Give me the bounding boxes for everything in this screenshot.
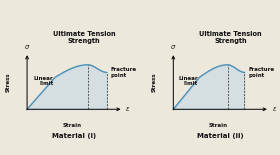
Text: Linear
limit: Linear limit — [178, 76, 198, 86]
Text: Material (ii): Material (ii) — [197, 133, 243, 139]
Text: Strain: Strain — [62, 123, 81, 128]
Text: Material (i): Material (i) — [52, 133, 96, 139]
Text: $\epsilon$: $\epsilon$ — [125, 105, 131, 113]
Text: Ultimate Tension
Strength: Ultimate Tension Strength — [199, 31, 262, 44]
Text: Strain: Strain — [209, 123, 228, 128]
Text: Fracture
point: Fracture point — [248, 67, 274, 78]
Text: Ultimate Tension
Strength: Ultimate Tension Strength — [53, 31, 115, 44]
Text: Linear
limit: Linear limit — [34, 76, 53, 86]
Text: Fracture
point: Fracture point — [110, 67, 137, 78]
Text: $\sigma$: $\sigma$ — [24, 43, 30, 51]
Text: $\epsilon$: $\epsilon$ — [272, 105, 277, 113]
Text: $\sigma$: $\sigma$ — [170, 43, 176, 51]
Text: Stress: Stress — [152, 72, 157, 92]
Text: Stress: Stress — [6, 72, 10, 92]
